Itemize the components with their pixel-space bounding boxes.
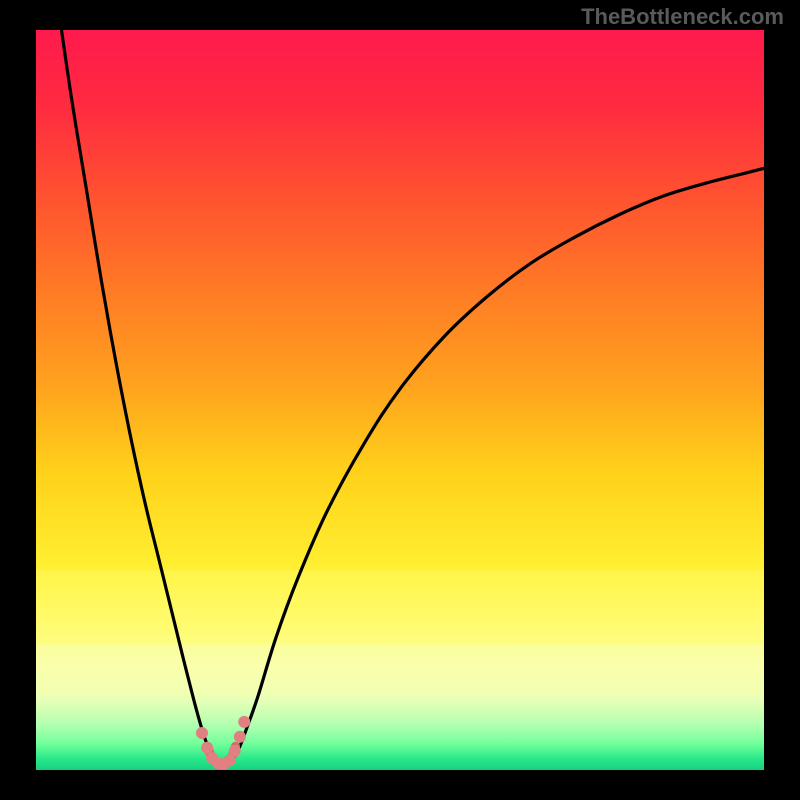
bottleneck-curve [36,30,764,770]
plot-area [36,30,764,770]
chart-canvas: TheBottleneck.com [0,0,800,800]
watermark-text: TheBottleneck.com [581,4,784,30]
